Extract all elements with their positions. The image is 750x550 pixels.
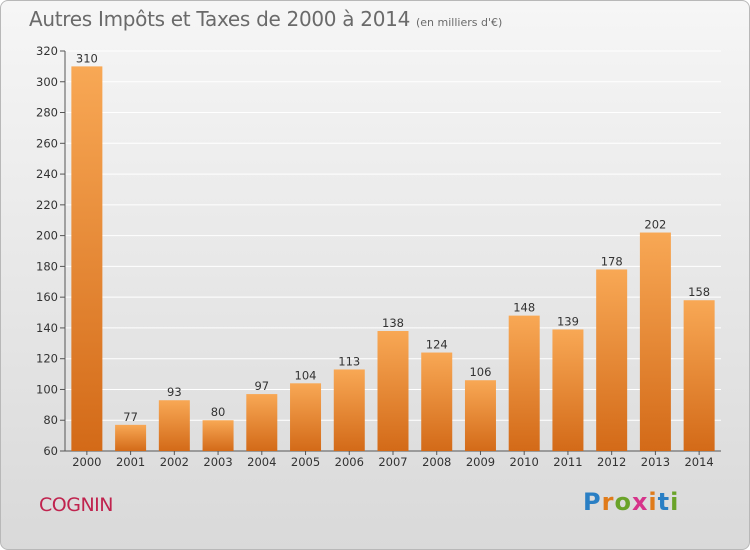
- bar-2003: [202, 420, 234, 451]
- logo-letter: t: [657, 488, 671, 516]
- y-tick-label: 220: [36, 198, 58, 212]
- y-tick-label: 180: [36, 259, 58, 273]
- x-tick-label: 2002: [160, 455, 189, 469]
- bar-2000: [71, 66, 103, 451]
- value-label-2008: 124: [426, 338, 448, 352]
- value-label-2010: 148: [513, 301, 535, 315]
- y-tick-label: 240: [36, 167, 58, 181]
- chart-subtitle: (en milliers d'€): [416, 16, 503, 29]
- y-tick-label: 140: [36, 321, 58, 335]
- y-tick-label: 80: [43, 413, 58, 427]
- x-tick-label: 2003: [203, 455, 232, 469]
- logo-letter: x: [631, 488, 649, 516]
- value-label-2001: 77: [123, 410, 138, 424]
- y-tick-label: 300: [36, 75, 58, 89]
- bar-2014: [683, 300, 715, 451]
- x-tick-label: 2004: [247, 455, 276, 469]
- y-tick-label: 60: [43, 444, 58, 458]
- x-tick-label: 2013: [641, 455, 670, 469]
- bar-2011: [552, 329, 584, 451]
- bar-2001: [115, 424, 147, 451]
- y-tick-label: 160: [36, 290, 58, 304]
- chart-title: Autres Impôts et Taxes de 2000 à 2014 (en…: [29, 7, 502, 31]
- logo-letter: r: [601, 488, 615, 516]
- bar-layer: [71, 66, 715, 451]
- value-label-2012: 178: [601, 254, 623, 268]
- value-label-2002: 93: [167, 385, 182, 399]
- bar-2005: [290, 383, 322, 451]
- x-tick-label: 2007: [378, 455, 407, 469]
- chart-title-text: Autres Impôts et Taxes de 2000 à 2014: [29, 7, 410, 31]
- label-layer: 2000 310 2001 77 2002 93 2003 80 2004 97 2005 104 20…: [72, 51, 714, 469]
- y-tick-label: 280: [36, 106, 58, 120]
- bar-2002: [158, 400, 190, 451]
- y-tick-label: 260: [36, 136, 58, 150]
- value-label-2011: 139: [557, 314, 579, 328]
- x-tick-label: 2000: [72, 455, 101, 469]
- x-tick-label: 2005: [291, 455, 320, 469]
- value-label-2005: 104: [295, 368, 317, 382]
- logo-letter: i: [648, 488, 658, 516]
- value-label-2013: 202: [644, 218, 666, 232]
- bar-2013: [639, 232, 671, 451]
- logo-letter: i: [670, 488, 680, 516]
- bar-2007: [377, 331, 409, 451]
- x-tick-label: 2008: [422, 455, 451, 469]
- y-tick-label: 100: [36, 382, 58, 396]
- value-label-2014: 158: [688, 285, 710, 299]
- commune-name: COGNIN: [39, 494, 113, 516]
- y-tick-label: 320: [36, 44, 58, 58]
- y-tick-label: 120: [36, 352, 58, 366]
- bar-2004: [246, 394, 278, 451]
- y-tick-label: 200: [36, 229, 58, 243]
- bar-2006: [333, 369, 365, 451]
- value-label-2004: 97: [254, 379, 269, 393]
- x-tick-label: 2009: [466, 455, 495, 469]
- value-label-2006: 113: [338, 354, 360, 368]
- bar-2008: [421, 352, 453, 451]
- value-label-2009: 106: [469, 365, 491, 379]
- bar-2012: [596, 269, 628, 451]
- x-tick-label: 2001: [116, 455, 145, 469]
- bar-2010: [508, 315, 540, 451]
- value-label-2003: 80: [211, 405, 226, 419]
- logo-letter: P: [583, 488, 602, 516]
- value-label-2000: 310: [76, 51, 98, 65]
- x-tick-label: 2010: [510, 455, 539, 469]
- x-tick-label: 2011: [553, 455, 582, 469]
- proxiti-logo: Proxiti: [583, 488, 679, 516]
- x-tick-label: 2012: [597, 455, 626, 469]
- x-tick-label: 2014: [684, 455, 713, 469]
- bar-2009: [464, 380, 496, 451]
- value-label-2007: 138: [382, 316, 404, 330]
- logo-letter: o: [614, 488, 632, 516]
- x-tick-label: 2006: [335, 455, 364, 469]
